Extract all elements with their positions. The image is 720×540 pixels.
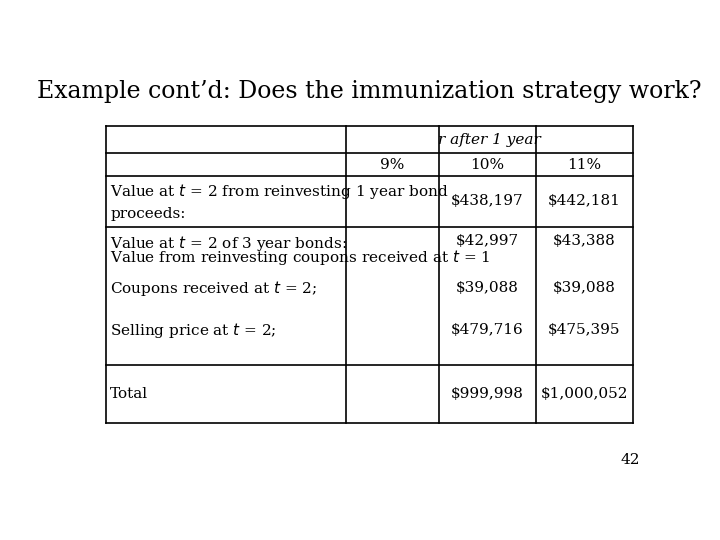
Text: Example cont’d: Does the immunization strategy work?: Example cont’d: Does the immunization st…: [37, 80, 701, 103]
Text: Value at $t$ = 2 of 3 year bonds:: Value at $t$ = 2 of 3 year bonds:: [110, 234, 347, 253]
Text: 11%: 11%: [567, 158, 601, 172]
Text: $999,998: $999,998: [451, 387, 523, 401]
Text: $43,388: $43,388: [553, 234, 616, 248]
Text: $39,088: $39,088: [553, 281, 616, 295]
Text: r after 1 year: r after 1 year: [438, 133, 541, 147]
Text: Value from reinvesting coupons received at $t$ = 1: Value from reinvesting coupons received …: [110, 248, 490, 267]
Text: 10%: 10%: [470, 158, 504, 172]
Text: $442,181: $442,181: [548, 194, 621, 208]
Text: Coupons received at $t$ = 2;: Coupons received at $t$ = 2;: [110, 279, 317, 298]
Text: $1,000,052: $1,000,052: [540, 387, 628, 401]
Text: $475,395: $475,395: [548, 323, 621, 338]
Text: Selling price at $t$ = 2;: Selling price at $t$ = 2;: [110, 321, 276, 340]
Text: $39,088: $39,088: [456, 281, 518, 295]
Text: 9%: 9%: [380, 158, 405, 172]
Text: Total: Total: [110, 387, 148, 401]
Text: $42,997: $42,997: [456, 234, 518, 248]
Text: $479,716: $479,716: [451, 323, 523, 338]
Text: $438,197: $438,197: [451, 194, 523, 208]
Text: 42: 42: [621, 453, 640, 467]
Text: Value at $t$ = 2 from reinvesting 1 year bond
proceeds:: Value at $t$ = 2 from reinvesting 1 year…: [110, 182, 449, 221]
